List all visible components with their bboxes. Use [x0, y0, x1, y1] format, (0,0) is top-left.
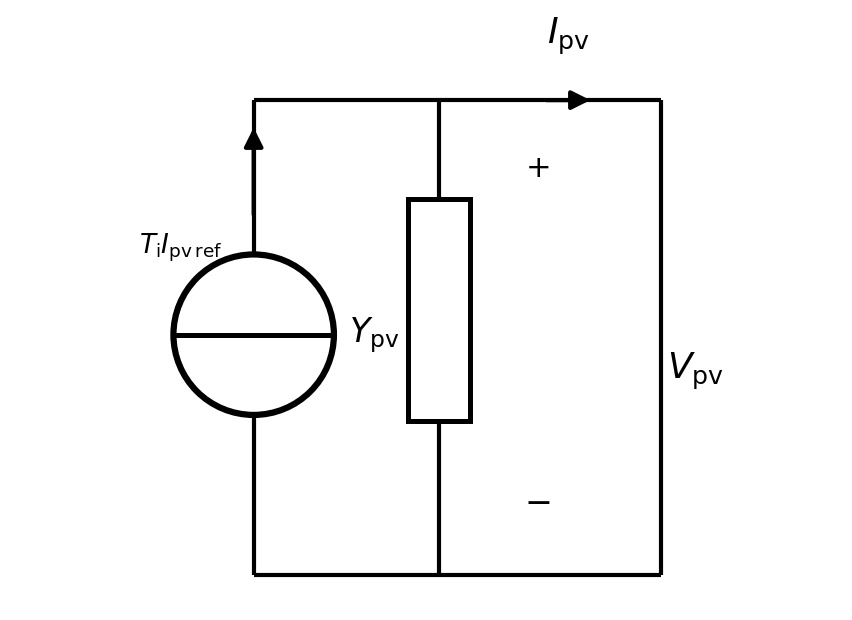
Text: $+$: $+$: [525, 154, 550, 182]
Text: $\mathit{I}_{\mathrm{pv}}$: $\mathit{I}_{\mathrm{pv}}$: [546, 16, 590, 57]
Text: $\mathit{V}_{\mathrm{pv}}$: $\mathit{V}_{\mathrm{pv}}$: [665, 351, 722, 392]
Text: $\mathit{T}_{\mathrm{i}}\mathit{I}_{\mathrm{pv\,ref}}$: $\mathit{T}_{\mathrm{i}}\mathit{I}_{\mat…: [140, 232, 222, 264]
Text: $-$: $-$: [524, 485, 550, 518]
Bar: [407, 199, 469, 421]
Text: $\mathit{Y}_{\mathrm{pv}}$: $\mathit{Y}_{\mathrm{pv}}$: [349, 315, 400, 355]
